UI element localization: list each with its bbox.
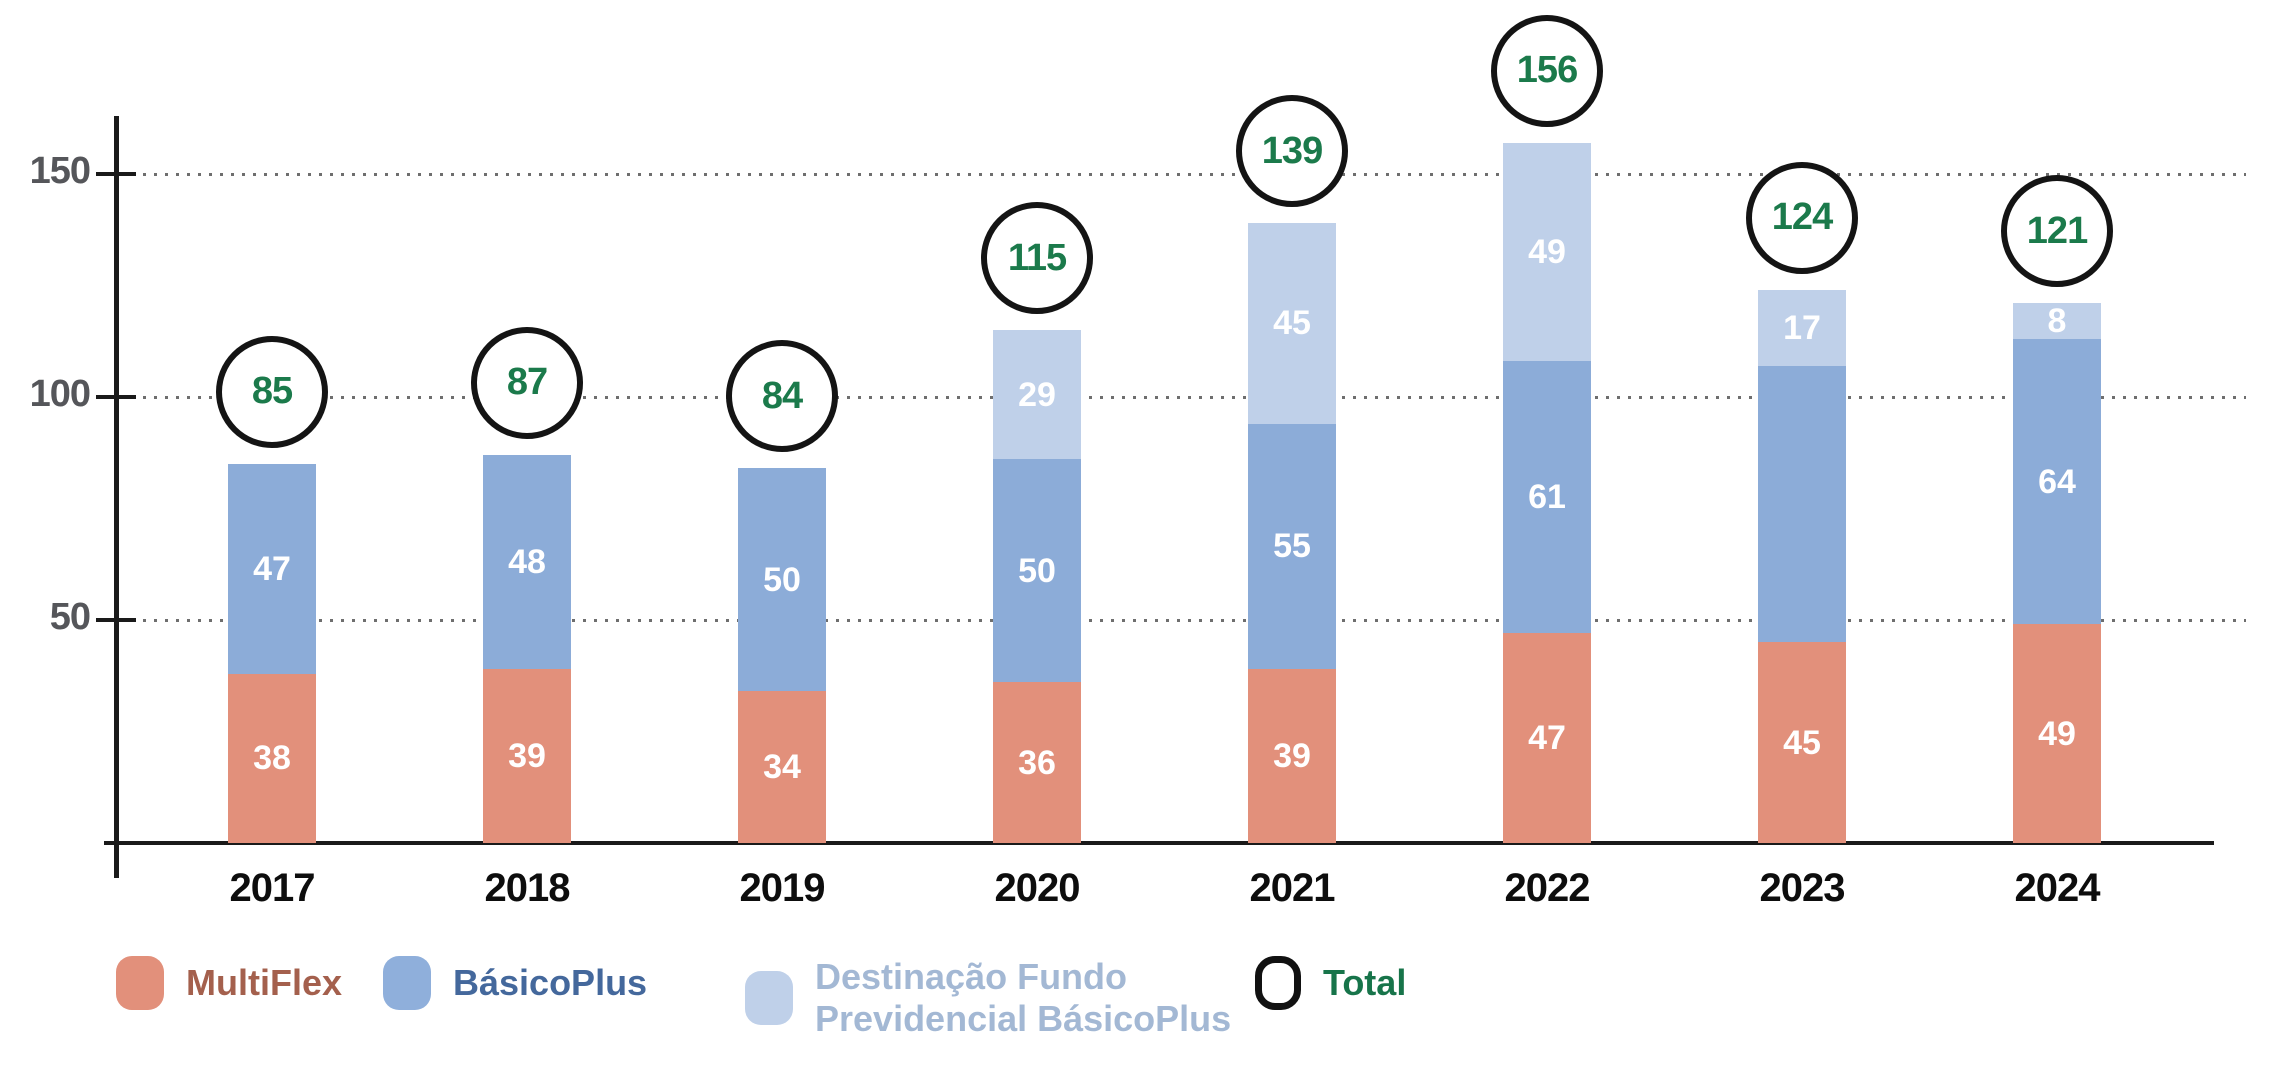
bar-segment-multiflex-2019: 34 [738,691,826,843]
legend-swatch-icon [116,956,164,1010]
total-value-label: 115 [1007,236,1067,279]
y-axis-tick-150 [96,172,136,176]
legend-item-total: Total [1255,956,1406,1010]
bar-segment-b-sicoplus-2023 [1758,365,1846,643]
gridline-150 [132,172,2246,176]
x-axis-label-2024: 2024 [2014,866,2101,910]
total-circle-2017: 85 [216,335,328,448]
legend-item-destina-o-fundo: Destinação Fundo Previdencial BásicoPlus [745,956,1231,1041]
bar-segment-b-sicoplus-2019: 50 [738,468,826,692]
bar-segment-multiflex-2022: 47 [1503,633,1591,843]
x-axis-label-2017: 2017 [229,866,316,910]
bar-segment-b-sicoplus-2017: 47 [228,463,316,674]
y-axis-line [114,116,119,878]
bar-segment-destina-o-fundo-previdencial-b-sicoplus-2020: 29 [993,330,1081,460]
x-axis-label-2019: 2019 [739,866,826,910]
x-axis-label-2021: 2021 [1249,866,1336,910]
x-axis-label-2022: 2022 [1504,866,1591,910]
total-circle-2022: 156 [1491,14,1603,127]
legend-swatch-icon [745,971,793,1026]
gridline-50 [132,618,2246,622]
total-value-label: 84 [761,374,803,417]
y-axis-tick-label-100: 100 [29,373,91,415]
total-value-label: 124 [1771,196,1833,239]
total-circle-2018: 87 [471,326,583,439]
total-value-label: 121 [2026,209,2088,252]
bar-segment-multiflex-2017: 38 [228,673,316,843]
x-axis-label-2020: 2020 [994,866,1081,910]
total-value-label: 85 [251,370,293,413]
bar-segment-b-sicoplus-2024: 64 [2013,339,2101,625]
total-circle-2020: 115 [981,202,1093,315]
bar-segment-b-sicoplus-2018: 48 [483,454,571,670]
gridline-100 [132,395,2246,399]
legend-label: MultiFlex [186,961,343,1003]
bar-segment-multiflex-2024: 49 [2013,624,2101,843]
bar-segment-multiflex-2021: 39 [1248,669,1336,843]
bar-segment-multiflex-2018: 39 [483,669,571,843]
total-value-label: 87 [506,361,548,404]
total-value-label: 139 [1261,129,1323,172]
legend-item-multiflex: MultiFlex [116,956,342,1010]
bar-segment-destina-o-fundo-previdencial-b-sicoplus-2024: 8 [2013,303,2101,339]
bar-segment-destina-o-fundo-previdencial-b-sicoplus-2023: 17 [1758,289,1846,366]
bar-segment-b-sicoplus-2021: 55 [1248,423,1336,670]
total-circle-2023: 124 [1746,161,1858,274]
bar-segment-destina-o-fundo-previdencial-b-sicoplus-2021: 45 [1248,223,1336,424]
bar-segment-destina-o-fundo-previdencial-b-sicoplus-2022: 49 [1503,142,1591,362]
total-circle-2019: 84 [726,340,838,453]
total-value-label: 156 [1516,49,1578,92]
total-circle-2021: 139 [1236,95,1348,208]
bar-segment-b-sicoplus-2022: 61 [1503,361,1591,634]
legend-label: Destinação Fundo Previdencial BásicoPlus [815,956,1232,1040]
legend-item-b-sicoplus: BásicoPlus [383,956,647,1010]
legend-swatch-icon [383,956,431,1010]
y-axis-tick-100 [96,395,136,399]
y-axis-tick-50 [96,618,136,622]
total-circle-2024: 121 [2001,175,2113,288]
x-axis-line [104,841,2214,845]
legend-total-ring-icon [1255,956,1301,1010]
x-axis-label-2018: 2018 [484,866,571,910]
bar-segment-multiflex-2023: 45 [1758,642,1846,843]
x-axis-label-2023: 2023 [1759,866,1846,910]
bar-segment-b-sicoplus-2020: 50 [993,459,1081,683]
y-axis-tick-label-150: 150 [29,150,91,192]
legend-label: Total [1323,961,1407,1003]
bar-segment-multiflex-2020: 36 [993,682,1081,843]
legend-label: BásicoPlus [453,961,648,1003]
y-axis-tick-label-50: 50 [49,596,91,638]
